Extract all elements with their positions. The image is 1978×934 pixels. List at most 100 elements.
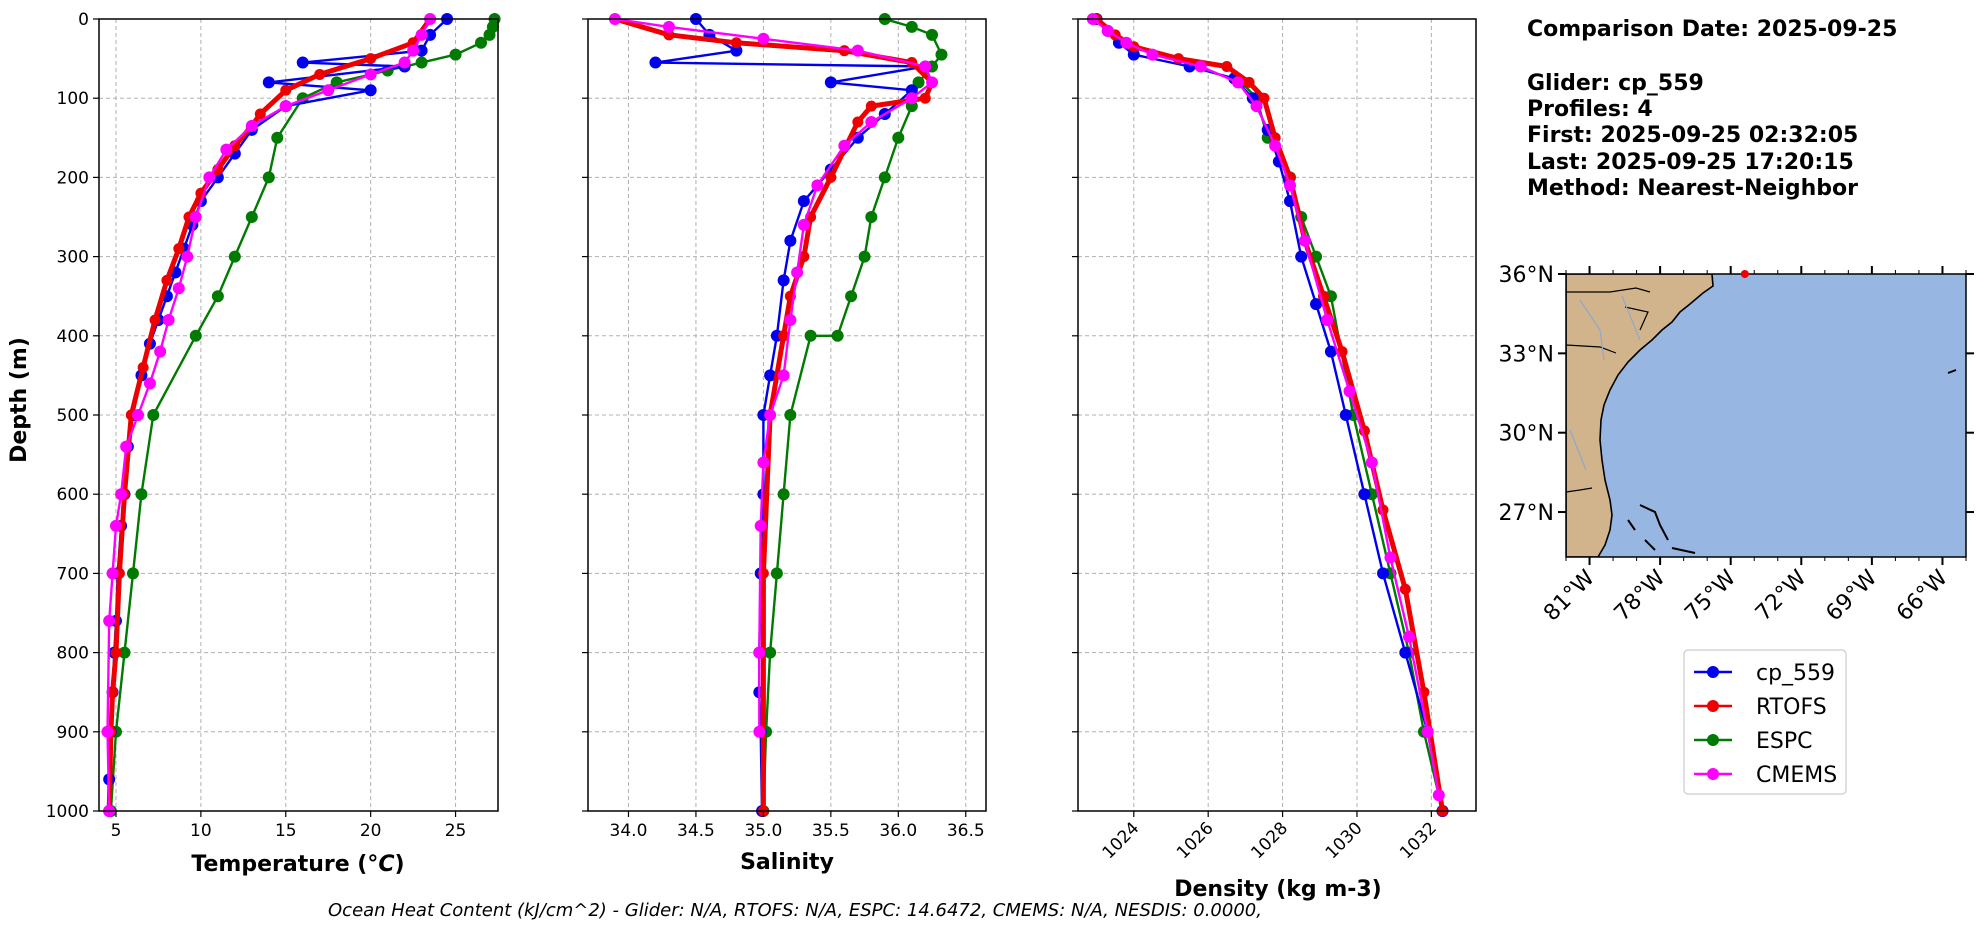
glider-location-marker <box>1740 270 1749 278</box>
y-tick-label: 900 <box>57 723 89 743</box>
y-tick-label: 100 <box>57 89 89 109</box>
data-point-cmems <box>1321 313 1334 326</box>
data-point-espc <box>892 131 905 144</box>
y-tick-label: 500 <box>57 406 89 426</box>
data-point-cmems <box>1384 551 1397 564</box>
data-point-cmems <box>220 143 233 156</box>
data-point-rtofs <box>852 116 864 128</box>
data-point-espc <box>245 211 258 223</box>
map-frame <box>1565 273 1967 558</box>
legend: cp_559 RTOFS ESPC CMEMS <box>1683 649 1847 795</box>
data-point-cmems <box>1432 789 1445 802</box>
x-tick-label: 1024 <box>1099 818 1144 863</box>
x-tick-label: 10 <box>190 821 212 841</box>
data-point-rtofs <box>825 171 837 183</box>
legend-swatch-marker <box>1707 734 1719 746</box>
series-line-espc <box>1240 81 1444 812</box>
data-point-rtofs <box>137 361 149 373</box>
data-point-rtofs <box>149 314 161 326</box>
data-point-rtofs <box>314 68 326 80</box>
data-point-espc <box>118 646 131 659</box>
data-point-espc <box>878 171 891 184</box>
data-point-cmems <box>926 76 939 89</box>
data-point-cmems <box>757 456 770 469</box>
data-point-cp_559 <box>364 84 377 97</box>
data-point-espc <box>770 567 783 580</box>
data-point-cmems <box>919 60 932 73</box>
data-point-cmems <box>1365 456 1378 469</box>
salinity-axis-title: Salinity <box>740 850 834 875</box>
x-tick-label: 34.5 <box>677 821 715 841</box>
data-point-cmems <box>109 519 122 532</box>
data-point-cmems <box>143 377 156 390</box>
data-point-espc <box>935 48 948 61</box>
data-point-cmems <box>154 345 167 358</box>
data-point-cp_559 <box>1127 48 1140 61</box>
map-lon-label: 75°W <box>1680 565 1741 626</box>
legend-frame <box>1683 649 1847 795</box>
data-point-cmems <box>1250 100 1263 113</box>
data-point-cp_559 <box>296 56 309 69</box>
data-point-cmems <box>797 218 810 231</box>
data-point-cmems <box>753 725 766 738</box>
data-point-cp_559 <box>777 274 790 287</box>
data-point-cmems <box>851 44 864 57</box>
x-tick-label: 5 <box>111 821 122 841</box>
data-point-rtofs <box>173 243 185 255</box>
y-tick-label: 0 <box>78 10 89 30</box>
state-border <box>1566 344 1617 354</box>
data-point-cmems <box>279 100 292 113</box>
data-point-cp_559 <box>1399 646 1412 659</box>
data-point-espc <box>147 409 160 421</box>
density-axis-title: Density (kg m-3) <box>1174 877 1382 902</box>
data-point-cmems <box>662 20 675 33</box>
data-point-rtofs <box>730 37 742 49</box>
data-point-cp_559 <box>1339 409 1352 421</box>
data-point-cmems <box>1421 725 1434 738</box>
data-point-cmems <box>784 313 797 326</box>
data-point-cp_559 <box>824 76 837 89</box>
map-lon-label: 72°W <box>1751 565 1812 626</box>
legend-swatch-marker <box>1707 768 1719 780</box>
state-border <box>1566 487 1593 493</box>
data-point-espc <box>271 131 284 144</box>
glider-name: Glider: cp_559 <box>1527 71 1704 96</box>
data-point-cmems <box>103 614 116 627</box>
data-point-cp_559 <box>1377 567 1390 580</box>
data-point-espc <box>211 290 224 303</box>
map-land <box>1566 274 1714 557</box>
data-point-cmems <box>754 519 767 532</box>
data-point-rtofs <box>1221 61 1233 73</box>
interpolation-method: Method: Nearest-Neighbor <box>1527 176 1858 201</box>
data-point-cp_559 <box>851 131 864 144</box>
location-map: 36°N 33°N 30°N 27°N 81°W 78°W 75°W 72°W 69°W 66°W <box>1499 263 1974 626</box>
temperature-panel: 5 10 15 20 25 0 100 200 300 400 500 600 700 800 900 100… <box>46 10 501 841</box>
y-tick-label: 600 <box>57 485 89 505</box>
data-point-cmems <box>777 369 790 382</box>
y-tick-label: 300 <box>57 248 89 268</box>
data-point-cp_559 <box>1295 250 1308 263</box>
data-point-cp_559 <box>1310 298 1323 311</box>
data-point-cmems <box>398 56 411 69</box>
data-point-cmems <box>245 119 258 132</box>
y-tick-label: 200 <box>57 168 89 188</box>
data-point-cmems <box>1120 36 1133 49</box>
profile-count: Profiles: 4 <box>1527 97 1653 122</box>
data-point-cp_559 <box>730 44 743 57</box>
data-point-rtofs <box>254 108 266 120</box>
x-tick-label: 1032 <box>1396 818 1441 863</box>
data-point-espc <box>905 20 918 33</box>
data-point-cp_559 <box>1358 488 1371 501</box>
data-point-cp_559 <box>1324 345 1337 358</box>
data-point-cmems <box>1284 179 1297 192</box>
river <box>1569 295 1641 471</box>
data-point-rtofs <box>919 92 931 104</box>
state-border <box>1566 287 1651 293</box>
x-tick-label: 35.5 <box>812 821 850 841</box>
legend-label: CMEMS <box>1756 763 1837 788</box>
data-point-cmems <box>838 139 851 152</box>
data-point-espc <box>777 488 790 501</box>
data-point-cp_559 <box>784 234 797 247</box>
data-point-espc <box>449 48 462 61</box>
legend-swatch-marker <box>1707 700 1719 712</box>
